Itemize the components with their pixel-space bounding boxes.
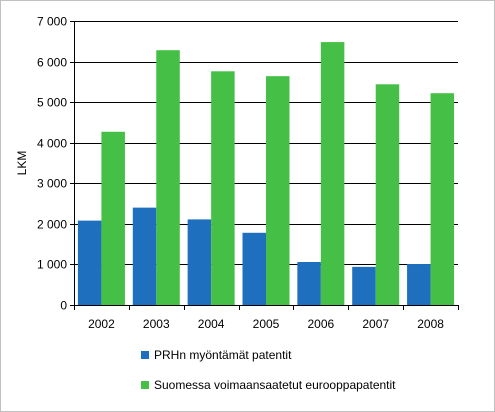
x-tick-label: 2002: [88, 317, 115, 331]
x-tick-label: 2006: [308, 317, 335, 331]
legend-swatch-ep: [141, 381, 149, 389]
y-tick-label: 4 000: [37, 137, 67, 151]
axes: 0 1 000 2 000 3 000 4 000 5 000 6 000 7 000 2002…: [37, 15, 459, 331]
y-tick-label: 0: [60, 299, 67, 313]
bars: [77, 42, 455, 306]
bar-prh-2003: [132, 207, 157, 305]
bar-prh-2002: [77, 220, 102, 305]
y-axis-label: LKM: [15, 151, 29, 176]
y-tick-label: 2 000: [37, 218, 67, 232]
legend-item-ep: Suomessa voimaansaatetut eurooppapatenti…: [141, 377, 396, 393]
x-tick-label: 2004: [198, 317, 225, 331]
bar-ep-2004: [211, 71, 235, 306]
x-tick-label: 2007: [362, 317, 389, 331]
bar-prh-2005: [242, 232, 266, 305]
y-tick-label: 6 000: [37, 56, 67, 70]
legend-swatch-prh: [141, 351, 149, 359]
bar-ep-2007: [375, 84, 400, 305]
y-tick-label: 5 000: [37, 96, 67, 110]
bar-prh-2007: [352, 266, 376, 305]
bar-ep-2005: [266, 76, 290, 305]
legend-item-prh: PRHn myöntämät patentit: [141, 347, 396, 363]
bar-prh-2008: [407, 264, 431, 305]
legend: PRHn myöntämät patentit Suomessa voimaan…: [141, 347, 396, 407]
bar-chart: 0 1 000 2 000 3 000 4 000 5 000 6 000 7 000 2002…: [15, 15, 459, 331]
legend-label-ep: Suomessa voimaansaatetut eurooppapatenti…: [154, 378, 396, 392]
x-tick-label: 2003: [143, 317, 170, 331]
x-tick-label: 2005: [253, 317, 280, 331]
bar-ep-2006: [320, 42, 345, 306]
y-tick-label: 7 000: [37, 15, 67, 29]
y-tick-label: 3 000: [37, 177, 67, 191]
y-tick-label: 1 000: [37, 258, 67, 272]
bar-prh-2004: [187, 219, 212, 305]
bar-ep-2008: [430, 93, 455, 306]
legend-label-prh: PRHn myöntämät patentit: [154, 348, 292, 362]
bar-prh-2006: [297, 261, 321, 305]
bar-ep-2003: [156, 50, 180, 306]
x-tick-label: 2008: [417, 317, 444, 331]
bar-ep-2002: [101, 131, 125, 305]
